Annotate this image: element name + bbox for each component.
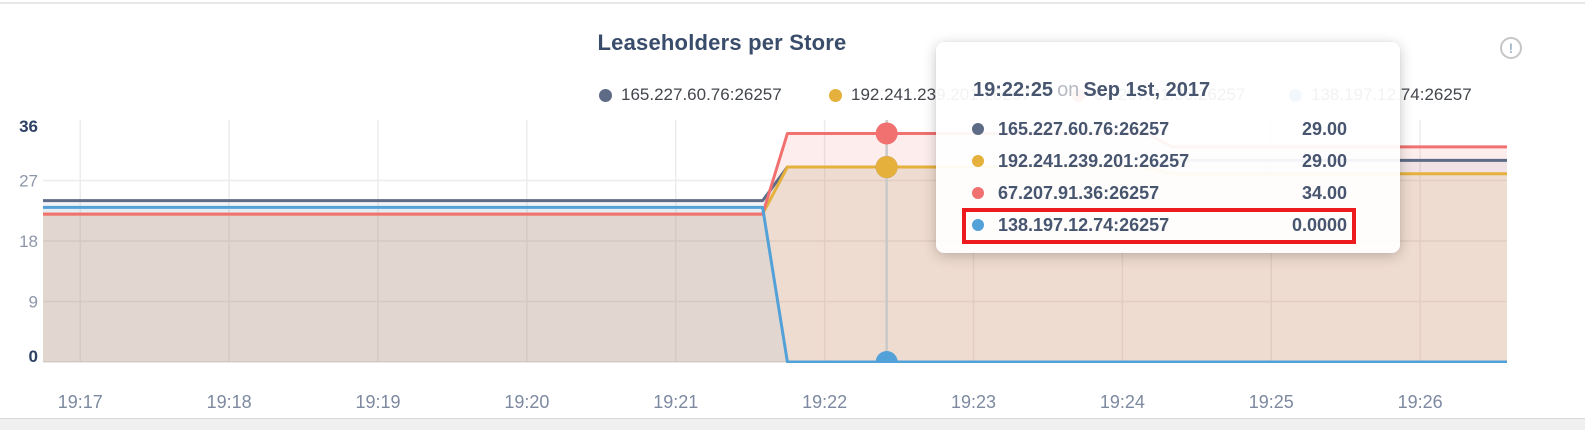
x-tick-label: 19:17: [58, 392, 103, 412]
x-tick-label: 19:25: [1249, 392, 1294, 412]
tooltip-series-dot-icon: [972, 155, 984, 167]
chart-title: Leaseholders per Store: [597, 30, 847, 55]
y-tick-label: 9: [29, 293, 38, 312]
tooltip-series-dot-icon: [972, 123, 984, 135]
tooltip-series-label: 165.227.60.76:26257: [998, 118, 1170, 139]
tooltip-header: 19:22:25 on Sep 1st, 2017: [973, 79, 1210, 102]
x-tick-label: 19:23: [951, 392, 996, 412]
x-tick-label: 19:19: [355, 392, 400, 412]
legend-item-label: 165.227.60.76:26257: [621, 85, 782, 104]
legend-series-dot-icon: [599, 88, 612, 102]
tooltip-row: 192.241.239.201:26257 29.00: [936, 145, 1400, 177]
panel-bottom-border: [0, 418, 1585, 430]
tooltip-series-label: 192.241.239.201:26257: [998, 150, 1190, 171]
panel-top-border: [0, 2, 1585, 4]
y-tick-label: 36: [19, 117, 38, 136]
y-tick-label: 27: [19, 172, 38, 191]
x-tick-label: 19:24: [1100, 392, 1145, 412]
tooltip-series-value: 29.00: [1301, 118, 1347, 139]
tooltip-series-label: 67.207.91.36:26257: [998, 182, 1160, 203]
tooltip-series-value: 0.0000: [1291, 214, 1347, 235]
tooltip-series-label: 138.197.12.74:26257: [998, 214, 1170, 235]
y-tick-label: 18: [19, 232, 38, 251]
y-tick-label: 0: [29, 347, 38, 366]
x-tick-label: 19:20: [504, 392, 549, 412]
legend-series-dot-icon: [829, 88, 842, 102]
tooltip-series-dot-icon: [972, 187, 984, 199]
x-tick-label: 19:26: [1398, 392, 1443, 412]
tooltip-conjunction: on: [1057, 79, 1080, 101]
x-tick-label: 19:18: [207, 392, 252, 412]
hover-tooltip: 19:22:25 on Sep 1st, 2017 165.227.60.76:26…: [936, 42, 1400, 253]
tooltip-time: 19:22:25: [973, 79, 1054, 101]
info-icon[interactable]: !: [1500, 37, 1522, 59]
tooltip-row: 165.227.60.76:26257 29.00: [936, 113, 1400, 145]
tooltip-series-value: 34.00: [1301, 182, 1347, 203]
hover-dot-red: [875, 122, 898, 145]
tooltip-row: 138.197.12.74:26257 0.0000: [936, 209, 1400, 241]
x-tick-label: 19:21: [653, 392, 698, 412]
axis-labels: 0 9 18 27 36 19:17 19:18 19:19 19:20 19:21 19:22 19…: [19, 117, 1443, 412]
legend-item[interactable]: 165.227.60.76:26257: [599, 85, 782, 105]
hover-dot-yellow: [875, 156, 898, 179]
tooltip-date: Sep 1st, 2017: [1083, 79, 1211, 101]
x-tick-label: 19:22: [802, 392, 847, 412]
tooltip-row: 67.207.91.36:26257 34.00: [936, 177, 1400, 209]
tooltip-series-value: 29.00: [1301, 150, 1347, 171]
line-blue: [43, 205, 1507, 363]
tooltip-series-dot-icon: [972, 219, 984, 231]
hover-dot-blue: [875, 351, 898, 363]
